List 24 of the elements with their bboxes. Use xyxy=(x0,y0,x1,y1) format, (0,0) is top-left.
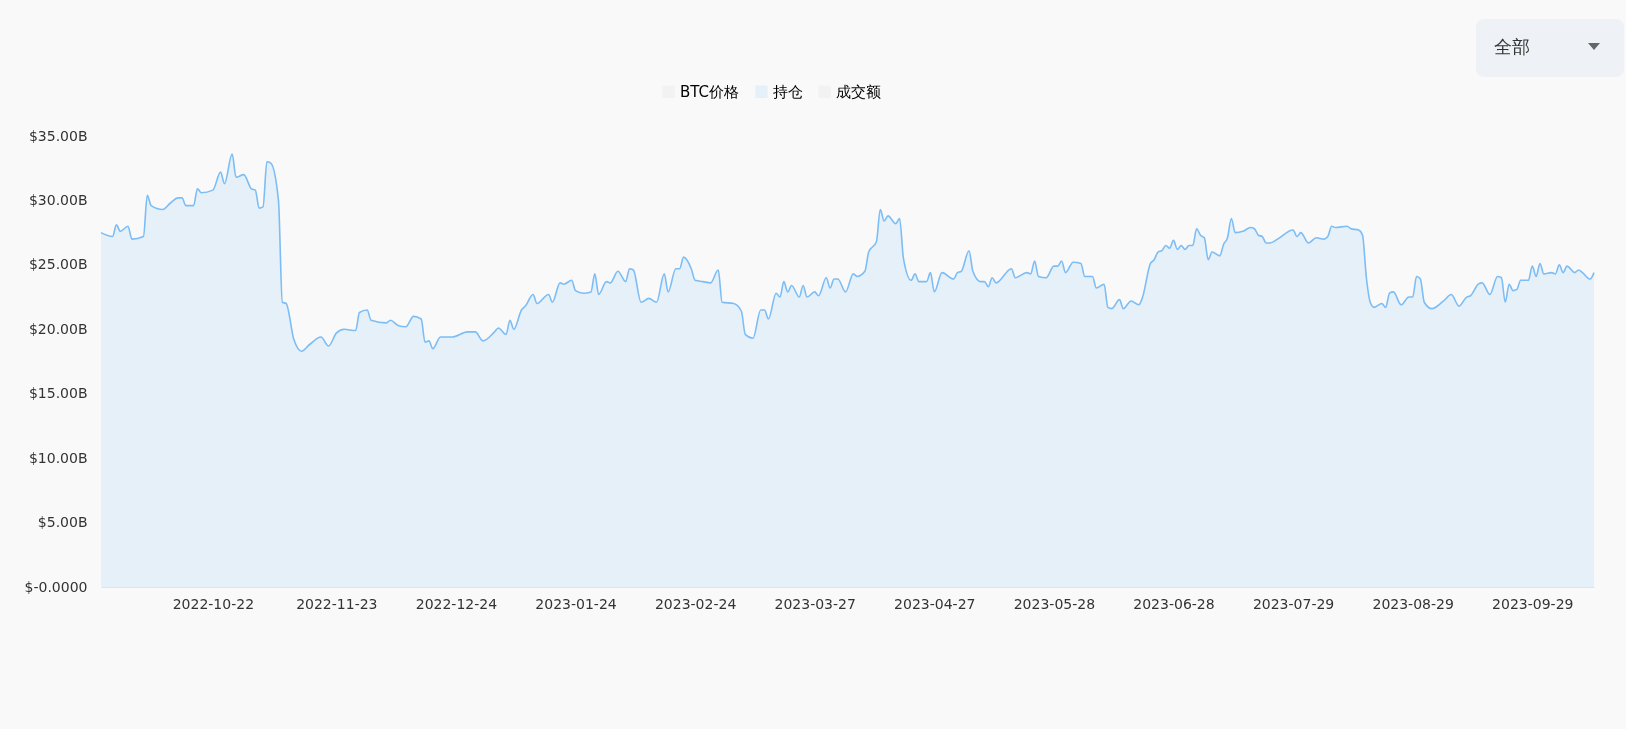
x-tick-label: 2023-05-28 xyxy=(1013,595,1096,612)
y-tick-label: $30.00B xyxy=(28,191,88,208)
x-tick-label: 2022-11-23 xyxy=(296,595,378,612)
x-tick-label: 2023-02-24 xyxy=(654,595,737,612)
y-tick-label: $-0.0000 xyxy=(24,578,88,595)
legend-label: 持仓 xyxy=(773,82,803,101)
x-tick-label: 2023-01-24 xyxy=(535,595,617,612)
legend-label: BTC价格 xyxy=(680,82,740,101)
x-tick-label: 2023-09-29 xyxy=(1492,595,1574,612)
x-tick-label: 2023-06-28 xyxy=(1133,595,1215,612)
x-tick-label: 2023-07-29 xyxy=(1252,595,1335,612)
x-tick-label: 2023-04-27 xyxy=(894,595,976,612)
y-tick-label: $35.00B xyxy=(28,127,88,144)
dropdown: 全部 xyxy=(1476,19,1624,77)
legend-label: 成交额 xyxy=(836,82,881,101)
y-tick-label: $20.00B xyxy=(28,320,88,337)
x-tick-label: 2022-10-22 xyxy=(172,595,255,612)
x-tick-label: 2022-12-24 xyxy=(415,595,498,612)
y-tick-label: $10.00B xyxy=(28,449,88,466)
x-tick-label: 2023-08-29 xyxy=(1372,595,1454,612)
x-tick-label: 2023-03-27 xyxy=(774,595,856,612)
y-tick-label: $5.00B xyxy=(37,514,88,531)
y-tick-label: $15.00B xyxy=(28,385,88,402)
y-tick-label: $25.00B xyxy=(28,256,88,273)
